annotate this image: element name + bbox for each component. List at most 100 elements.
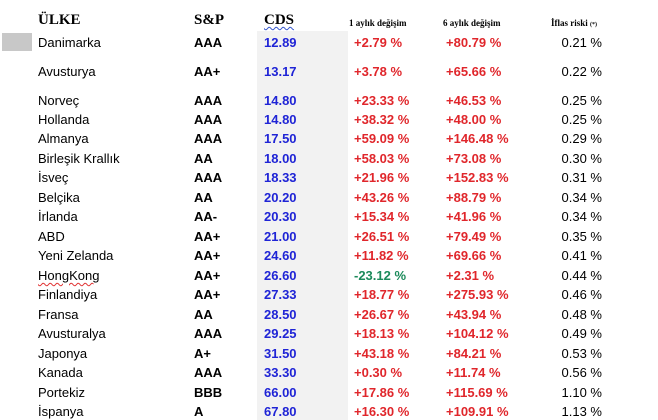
country-cell: HongKong <box>38 268 100 283</box>
change-1m-cell: +21.96 % <box>354 170 410 185</box>
sp-rating-cell: AAA <box>194 365 223 380</box>
cds-cell: 29.25 <box>264 326 297 341</box>
change-1m-cell: +2.79 % <box>354 35 403 50</box>
change-6m-cell: +11.74 % <box>446 365 501 380</box>
change-6m-cell: +152.83 % <box>446 170 509 185</box>
change-6m-cell: +275.93 % <box>446 287 509 302</box>
country-cell: Fransa <box>38 307 79 322</box>
cds-cell: 14.80 <box>264 112 297 127</box>
cds-cell: 18.33 <box>264 170 297 185</box>
cds-cell: 13.17 <box>264 64 297 79</box>
change-1m-cell: +59.09 % <box>354 131 410 146</box>
change-1m-cell: +18.77 % <box>354 287 410 302</box>
change-6m-cell: +65.66 % <box>446 64 502 79</box>
bankruptcy-risk-cell: 0.30 % <box>561 151 602 166</box>
sp-rating-cell: AAA <box>194 131 223 146</box>
change-6m-cell: +69.66 % <box>446 248 502 263</box>
sp-rating-cell: AAA <box>194 35 223 50</box>
cds-cell: 18.00 <box>264 151 297 166</box>
change-6m-cell: +48.00 % <box>446 112 502 127</box>
change-1m-cell: +26.51 % <box>354 229 410 244</box>
country-cell: Almanya <box>38 131 89 146</box>
sp-rating-cell: A <box>194 404 204 419</box>
change-6m-cell: +104.12 % <box>446 326 509 341</box>
change-1m-cell: +18.13 % <box>354 326 410 341</box>
header-bankruptcy-risk: İflas riski (*) <box>551 18 597 28</box>
change-1m-cell: +23.33 % <box>354 93 410 108</box>
bankruptcy-risk-cell: 0.22 % <box>561 64 602 79</box>
cds-cell: 24.60 <box>264 248 297 263</box>
header-bankruptcy-risk-note: (*) <box>590 22 598 28</box>
sp-rating-cell: AA+ <box>194 287 221 302</box>
header-sp: S&P <box>194 12 224 28</box>
country-cell: Yeni Zelanda <box>38 248 114 263</box>
bankruptcy-risk-cell: 0.21 % <box>561 35 602 50</box>
cds-cell: 66.00 <box>264 385 297 400</box>
bankruptcy-risk-cell: 0.34 % <box>561 190 602 205</box>
bankruptcy-risk-cell: 0.56 % <box>561 365 602 380</box>
cds-cell: 12.89 <box>264 35 297 50</box>
country-cell: Norveç <box>38 93 80 108</box>
change-6m-cell: +80.79 % <box>446 35 502 50</box>
sp-rating-cell: AAA <box>194 170 223 185</box>
cds-cell: 31.50 <box>264 346 297 361</box>
bankruptcy-risk-cell: 0.25 % <box>561 93 602 108</box>
cds-cell: 20.20 <box>264 190 297 205</box>
change-6m-cell: +88.79 % <box>446 190 502 205</box>
cds-cell: 21.00 <box>264 229 297 244</box>
country-cell: Kanada <box>38 365 83 380</box>
change-1m-cell: -23.12 % <box>354 268 407 283</box>
country-cell: Portekiz <box>38 385 85 400</box>
row-selection-marker <box>2 33 32 51</box>
cds-column-highlight <box>257 31 348 420</box>
header-change-1m: 1 aylık değişim <box>349 18 407 28</box>
change-6m-cell: +109.91 % <box>446 404 509 419</box>
bankruptcy-risk-cell: 0.44 % <box>561 268 602 283</box>
sp-rating-cell: AA <box>194 151 213 166</box>
change-6m-cell: +73.08 % <box>446 151 502 166</box>
sp-rating-cell: AA+ <box>194 64 221 79</box>
sp-rating-cell: AAA <box>194 93 223 108</box>
change-6m-cell: +84.21 % <box>446 346 502 361</box>
country-cell: Birleşik Krallık <box>38 151 120 166</box>
sp-rating-cell: AAA <box>194 326 223 341</box>
bankruptcy-risk-cell: 0.49 % <box>561 326 602 341</box>
change-1m-cell: +43.26 % <box>354 190 410 205</box>
country-cell: Hollanda <box>38 112 90 127</box>
bankruptcy-risk-cell: 0.25 % <box>561 112 602 127</box>
bankruptcy-risk-cell: 0.34 % <box>561 209 602 224</box>
cds-cell: 14.80 <box>264 93 297 108</box>
cds-cell: 28.50 <box>264 307 297 322</box>
sp-rating-cell: AA+ <box>194 268 221 283</box>
country-cell: Avusturya <box>38 64 96 79</box>
change-6m-cell: +2.31 % <box>446 268 495 283</box>
header-bankruptcy-risk-label: İflas riski <box>551 18 588 28</box>
change-6m-cell: +146.48 % <box>446 131 509 146</box>
sp-rating-cell: AA <box>194 307 213 322</box>
change-1m-cell: +11.82 % <box>354 248 409 263</box>
sp-rating-cell: AA- <box>194 209 218 224</box>
bankruptcy-risk-cell: 1.10 % <box>561 385 602 400</box>
cds-cell: 67.80 <box>264 404 297 419</box>
change-1m-cell: +38.32 % <box>354 112 410 127</box>
header-change-6m: 6 aylık değişim <box>443 18 501 28</box>
header-country: ÜLKE <box>38 12 81 28</box>
change-1m-cell: +15.34 % <box>354 209 410 224</box>
cds-cell: 20.30 <box>264 209 297 224</box>
bankruptcy-risk-cell: 0.35 % <box>561 229 602 244</box>
sp-rating-cell: A+ <box>194 346 211 361</box>
country-cell: İspanya <box>38 404 84 419</box>
change-6m-cell: +115.69 % <box>446 385 508 400</box>
bankruptcy-risk-cell: 0.46 % <box>561 287 602 302</box>
change-1m-cell: +26.67 % <box>354 307 410 322</box>
sp-rating-cell: AAA <box>194 112 223 127</box>
bankruptcy-risk-cell: 0.31 % <box>561 170 602 185</box>
country-cell: İrlanda <box>38 209 78 224</box>
sp-rating-cell: AA <box>194 190 213 205</box>
sp-rating-cell: AA+ <box>194 248 221 263</box>
change-1m-cell: +3.78 % <box>354 64 403 79</box>
change-1m-cell: +58.03 % <box>354 151 410 166</box>
country-cell: İsveç <box>38 170 69 185</box>
change-1m-cell: +17.86 % <box>354 385 410 400</box>
